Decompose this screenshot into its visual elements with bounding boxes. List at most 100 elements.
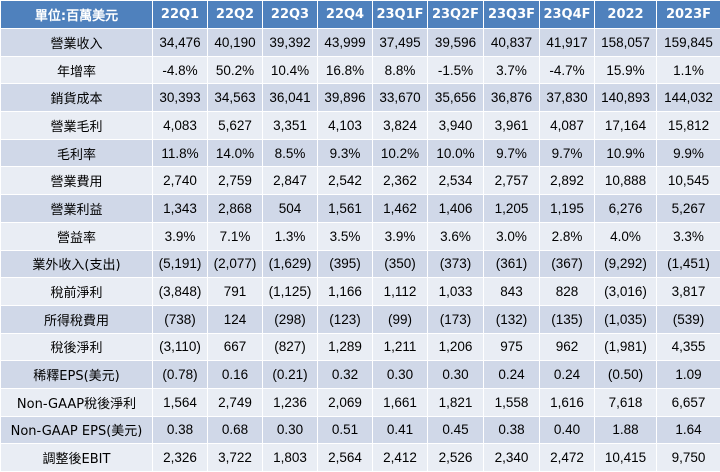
table-cell: 41,917 bbox=[539, 28, 595, 57]
table-cell: (173) bbox=[427, 304, 484, 334]
column-header: 23Q3F bbox=[483, 0, 540, 29]
table-cell: (3,110) bbox=[152, 332, 208, 362]
table-cell: (135) bbox=[539, 304, 595, 334]
table-cell: 9,750 bbox=[656, 443, 720, 472]
table-cell: (361) bbox=[483, 249, 540, 279]
table-cell: 0.16 bbox=[207, 360, 263, 389]
table-row: 稅前淨利 (3,848) 791 (1,125) 1,166 1,112 1,033 843 8… bbox=[0, 277, 720, 306]
table-cell: 2,892 bbox=[539, 166, 595, 196]
table-row: 營業費用 2,740 2,759 2,847 2,542 2,362 2,534 2,757 2… bbox=[0, 166, 720, 196]
table-row: 營業利益 1,343 2,868 504 1,561 1,462 1,406 1,205 1,1… bbox=[0, 194, 720, 223]
table-cell: 0.24 bbox=[539, 360, 595, 389]
table-cell: 2,069 bbox=[317, 387, 373, 417]
table-cell: 1,195 bbox=[539, 194, 595, 223]
table-cell: (298) bbox=[262, 304, 318, 334]
table-cell: 0.68 bbox=[207, 415, 263, 445]
table-cell: 124 bbox=[207, 304, 263, 334]
table-cell: 1,803 bbox=[262, 443, 318, 472]
table-cell: 39,596 bbox=[427, 28, 484, 57]
table-cell: 36,876 bbox=[483, 83, 540, 113]
table-cell: 0.38 bbox=[152, 415, 208, 445]
table-cell: 39,896 bbox=[317, 83, 373, 113]
table-cell: 3,824 bbox=[372, 111, 428, 140]
table-cell: 11.8% bbox=[152, 138, 208, 168]
table-row: 稀釋EPS(美元) (0.78) 0.16 (0.21) 0.32 0.30 0.30 0.2… bbox=[0, 360, 720, 389]
table-cell: 3,351 bbox=[262, 111, 318, 140]
table-cell: 9.7% bbox=[483, 138, 540, 168]
table-cell: (1,451) bbox=[656, 249, 720, 279]
table-cell: 1,206 bbox=[427, 332, 484, 362]
table-cell: 1,462 bbox=[372, 194, 428, 223]
table-cell: 1,033 bbox=[427, 277, 484, 306]
table-cell: 10.9% bbox=[594, 138, 657, 168]
table-cell: 667 bbox=[207, 332, 263, 362]
table-cell: (1,125) bbox=[262, 277, 318, 306]
row-label: 稀釋EPS(美元) bbox=[0, 360, 153, 389]
table-cell: 37,495 bbox=[372, 28, 428, 57]
table-cell: 4.0% bbox=[594, 221, 657, 251]
table-cell: 1.09 bbox=[656, 360, 720, 389]
row-label: 營業毛利 bbox=[0, 111, 153, 140]
table-cell: 3.5% bbox=[317, 221, 373, 251]
table-cell: 34,476 bbox=[152, 28, 208, 57]
table-cell: (132) bbox=[483, 304, 540, 334]
table-cell: (5,191) bbox=[152, 249, 208, 279]
table-cell: 0.24 bbox=[483, 360, 540, 389]
table-cell: 34,563 bbox=[207, 83, 263, 113]
column-header: 22Q3 bbox=[262, 0, 318, 29]
row-label: 業外收入(支出) bbox=[0, 249, 153, 279]
table-cell: 1,289 bbox=[317, 332, 373, 362]
table-cell: 158,057 bbox=[594, 28, 657, 57]
table-cell: 33,670 bbox=[372, 83, 428, 113]
table-cell: 6,276 bbox=[594, 194, 657, 223]
table-cell: 9.7% bbox=[539, 138, 595, 168]
table-cell: 15,812 bbox=[656, 111, 720, 140]
table-cell: (1,629) bbox=[262, 249, 318, 279]
table-cell: 7.1% bbox=[207, 221, 263, 251]
row-label: Non-GAAP稅後淨利 bbox=[0, 387, 153, 417]
table-cell: 8.8% bbox=[372, 55, 428, 85]
table-cell: 3.7% bbox=[483, 55, 540, 85]
table-row: 所得稅費用 (738) 124 (298) (123) (99) (173) (132) (13… bbox=[0, 304, 720, 334]
table-cell: 0.32 bbox=[317, 360, 373, 389]
row-label: Non-GAAP EPS(美元) bbox=[0, 415, 153, 445]
table-cell: 17,164 bbox=[594, 111, 657, 140]
row-label: 營業費用 bbox=[0, 166, 153, 196]
table-cell: 2,340 bbox=[483, 443, 540, 472]
table-cell: 1.88 bbox=[594, 415, 657, 445]
table-cell: 1,564 bbox=[152, 387, 208, 417]
table-cell: 40,837 bbox=[483, 28, 540, 57]
row-label: 銷貨成本 bbox=[0, 83, 153, 113]
table-cell: 2,759 bbox=[207, 166, 263, 196]
table-cell: 6,657 bbox=[656, 387, 720, 417]
table-cell: 159,845 bbox=[656, 28, 720, 57]
table-cell: 140,893 bbox=[594, 83, 657, 113]
column-header: 22Q1 bbox=[152, 0, 208, 29]
table-cell: (1,981) bbox=[594, 332, 657, 362]
table-cell: 43,999 bbox=[317, 28, 373, 57]
table-row: 調整後EBIT 2,326 3,722 1,803 2,564 2,412 2,526 2,3… bbox=[0, 443, 720, 472]
table-cell: 4,355 bbox=[656, 332, 720, 362]
row-label: 所得稅費用 bbox=[0, 304, 153, 334]
table-cell: 791 bbox=[207, 277, 263, 306]
table-cell: 10,545 bbox=[656, 166, 720, 196]
table-cell: 7,618 bbox=[594, 387, 657, 417]
table-cell: (0.50) bbox=[594, 360, 657, 389]
table-cell: 2,564 bbox=[317, 443, 373, 472]
table-cell: 30,393 bbox=[152, 83, 208, 113]
table-cell: 10.0% bbox=[427, 138, 484, 168]
table-cell: (738) bbox=[152, 304, 208, 334]
table-cell: (373) bbox=[427, 249, 484, 279]
table-cell: 828 bbox=[539, 277, 595, 306]
table-cell: 2,542 bbox=[317, 166, 373, 196]
table-cell: 144,032 bbox=[656, 83, 720, 113]
table-cell: 9.3% bbox=[317, 138, 373, 168]
table-cell: 843 bbox=[483, 277, 540, 306]
table-cell: 1,558 bbox=[483, 387, 540, 417]
table-cell: 9.9% bbox=[656, 138, 720, 168]
row-label: 年增率 bbox=[0, 55, 153, 85]
table-cell: (0.21) bbox=[262, 360, 318, 389]
table-cell: 10,888 bbox=[594, 166, 657, 196]
